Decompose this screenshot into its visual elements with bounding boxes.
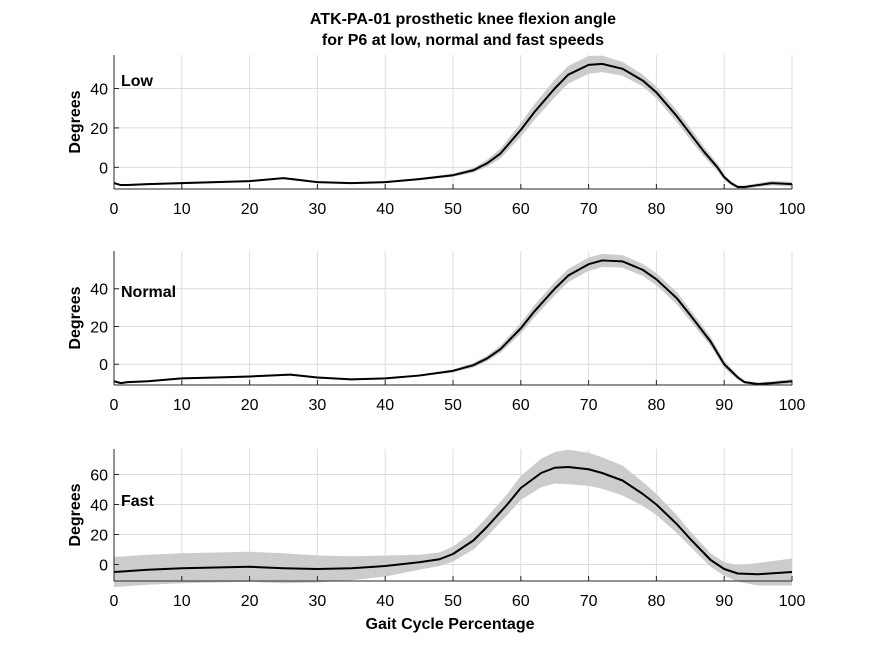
panel-label-fast: Fast [121, 493, 155, 510]
x-tick-label: 90 [715, 201, 733, 218]
y-tick-label: 60 [90, 468, 108, 485]
x-tick-label: 30 [309, 397, 327, 414]
x-tick-label: 100 [779, 201, 806, 218]
x-tick-label: 60 [512, 593, 530, 610]
panel-label-low: Low [121, 73, 154, 90]
y-tick-label: 0 [99, 558, 108, 575]
x-tick-label: 40 [376, 201, 394, 218]
subplot-fast: 0 10 20 30 40 50 60 70 80 90 100 0 20 40 60 Degrees Fast [67, 449, 805, 610]
x-tick-label: 100 [779, 397, 806, 414]
x-tick-label: 60 [512, 397, 530, 414]
x-tick-label: 40 [376, 593, 394, 610]
x-tick-label: 20 [241, 593, 259, 610]
x-tick-label: 50 [444, 201, 462, 218]
x-tick-label: 20 [241, 397, 259, 414]
y-tick-label: 20 [90, 319, 108, 336]
panel-label-normal: Normal [121, 284, 176, 301]
x-tick-label: 70 [580, 397, 598, 414]
x-tick-label: 30 [309, 593, 327, 610]
std-band [114, 449, 792, 587]
y-axis-label: Degrees [67, 483, 84, 546]
y-axis-label: Degrees [67, 90, 84, 153]
std-band [114, 55, 792, 189]
x-tick-label: 90 [715, 593, 733, 610]
x-tick-label: 0 [110, 201, 119, 218]
x-tick-label: 10 [173, 397, 191, 414]
x-axis-label: Gait Cycle Percentage [366, 616, 535, 633]
chart-title-line-2: for P6 at low, normal and fast speeds [322, 32, 604, 49]
y-axis-label: Degrees [67, 286, 84, 349]
x-tick-label: 0 [110, 397, 119, 414]
x-tick-label: 30 [309, 201, 327, 218]
x-tick-label: 10 [173, 201, 191, 218]
y-tick-label: 20 [90, 121, 108, 138]
x-tick-label: 80 [648, 201, 666, 218]
x-tick-label: 100 [779, 593, 806, 610]
x-tick-label: 70 [580, 201, 598, 218]
mean-line [113, 62, 793, 189]
y-tick-label: 0 [99, 160, 108, 177]
mean-line [113, 466, 793, 576]
x-tick-label: 60 [512, 201, 530, 218]
y-tick-label: 20 [90, 528, 108, 545]
y-tick-label: 40 [90, 498, 108, 515]
x-tick-label: 20 [241, 201, 259, 218]
x-tick-label: 80 [648, 593, 666, 610]
x-tick-label: 90 [715, 397, 733, 414]
subplot-low: 0 10 20 30 40 50 60 70 80 90 100 0 20 40 Degrees Low [67, 55, 805, 218]
mean-line [113, 259, 793, 386]
x-tick-label: 40 [376, 397, 394, 414]
x-tick-label: 10 [173, 593, 191, 610]
subplot-normal: 0 10 20 30 40 50 60 70 80 90 100 0 20 40 Degrees Normal [67, 251, 805, 414]
x-tick-label: 70 [580, 593, 598, 610]
y-tick-label: 40 [90, 282, 108, 299]
x-tick-label: 0 [110, 593, 119, 610]
x-tick-label: 80 [648, 397, 666, 414]
chart-title-line-1: ATK-PA-01 prosthetic knee flexion angle [310, 11, 616, 28]
x-tick-label: 50 [444, 593, 462, 610]
y-tick-label: 40 [90, 82, 108, 99]
y-tick-label: 0 [99, 357, 108, 374]
x-tick-label: 50 [444, 397, 462, 414]
